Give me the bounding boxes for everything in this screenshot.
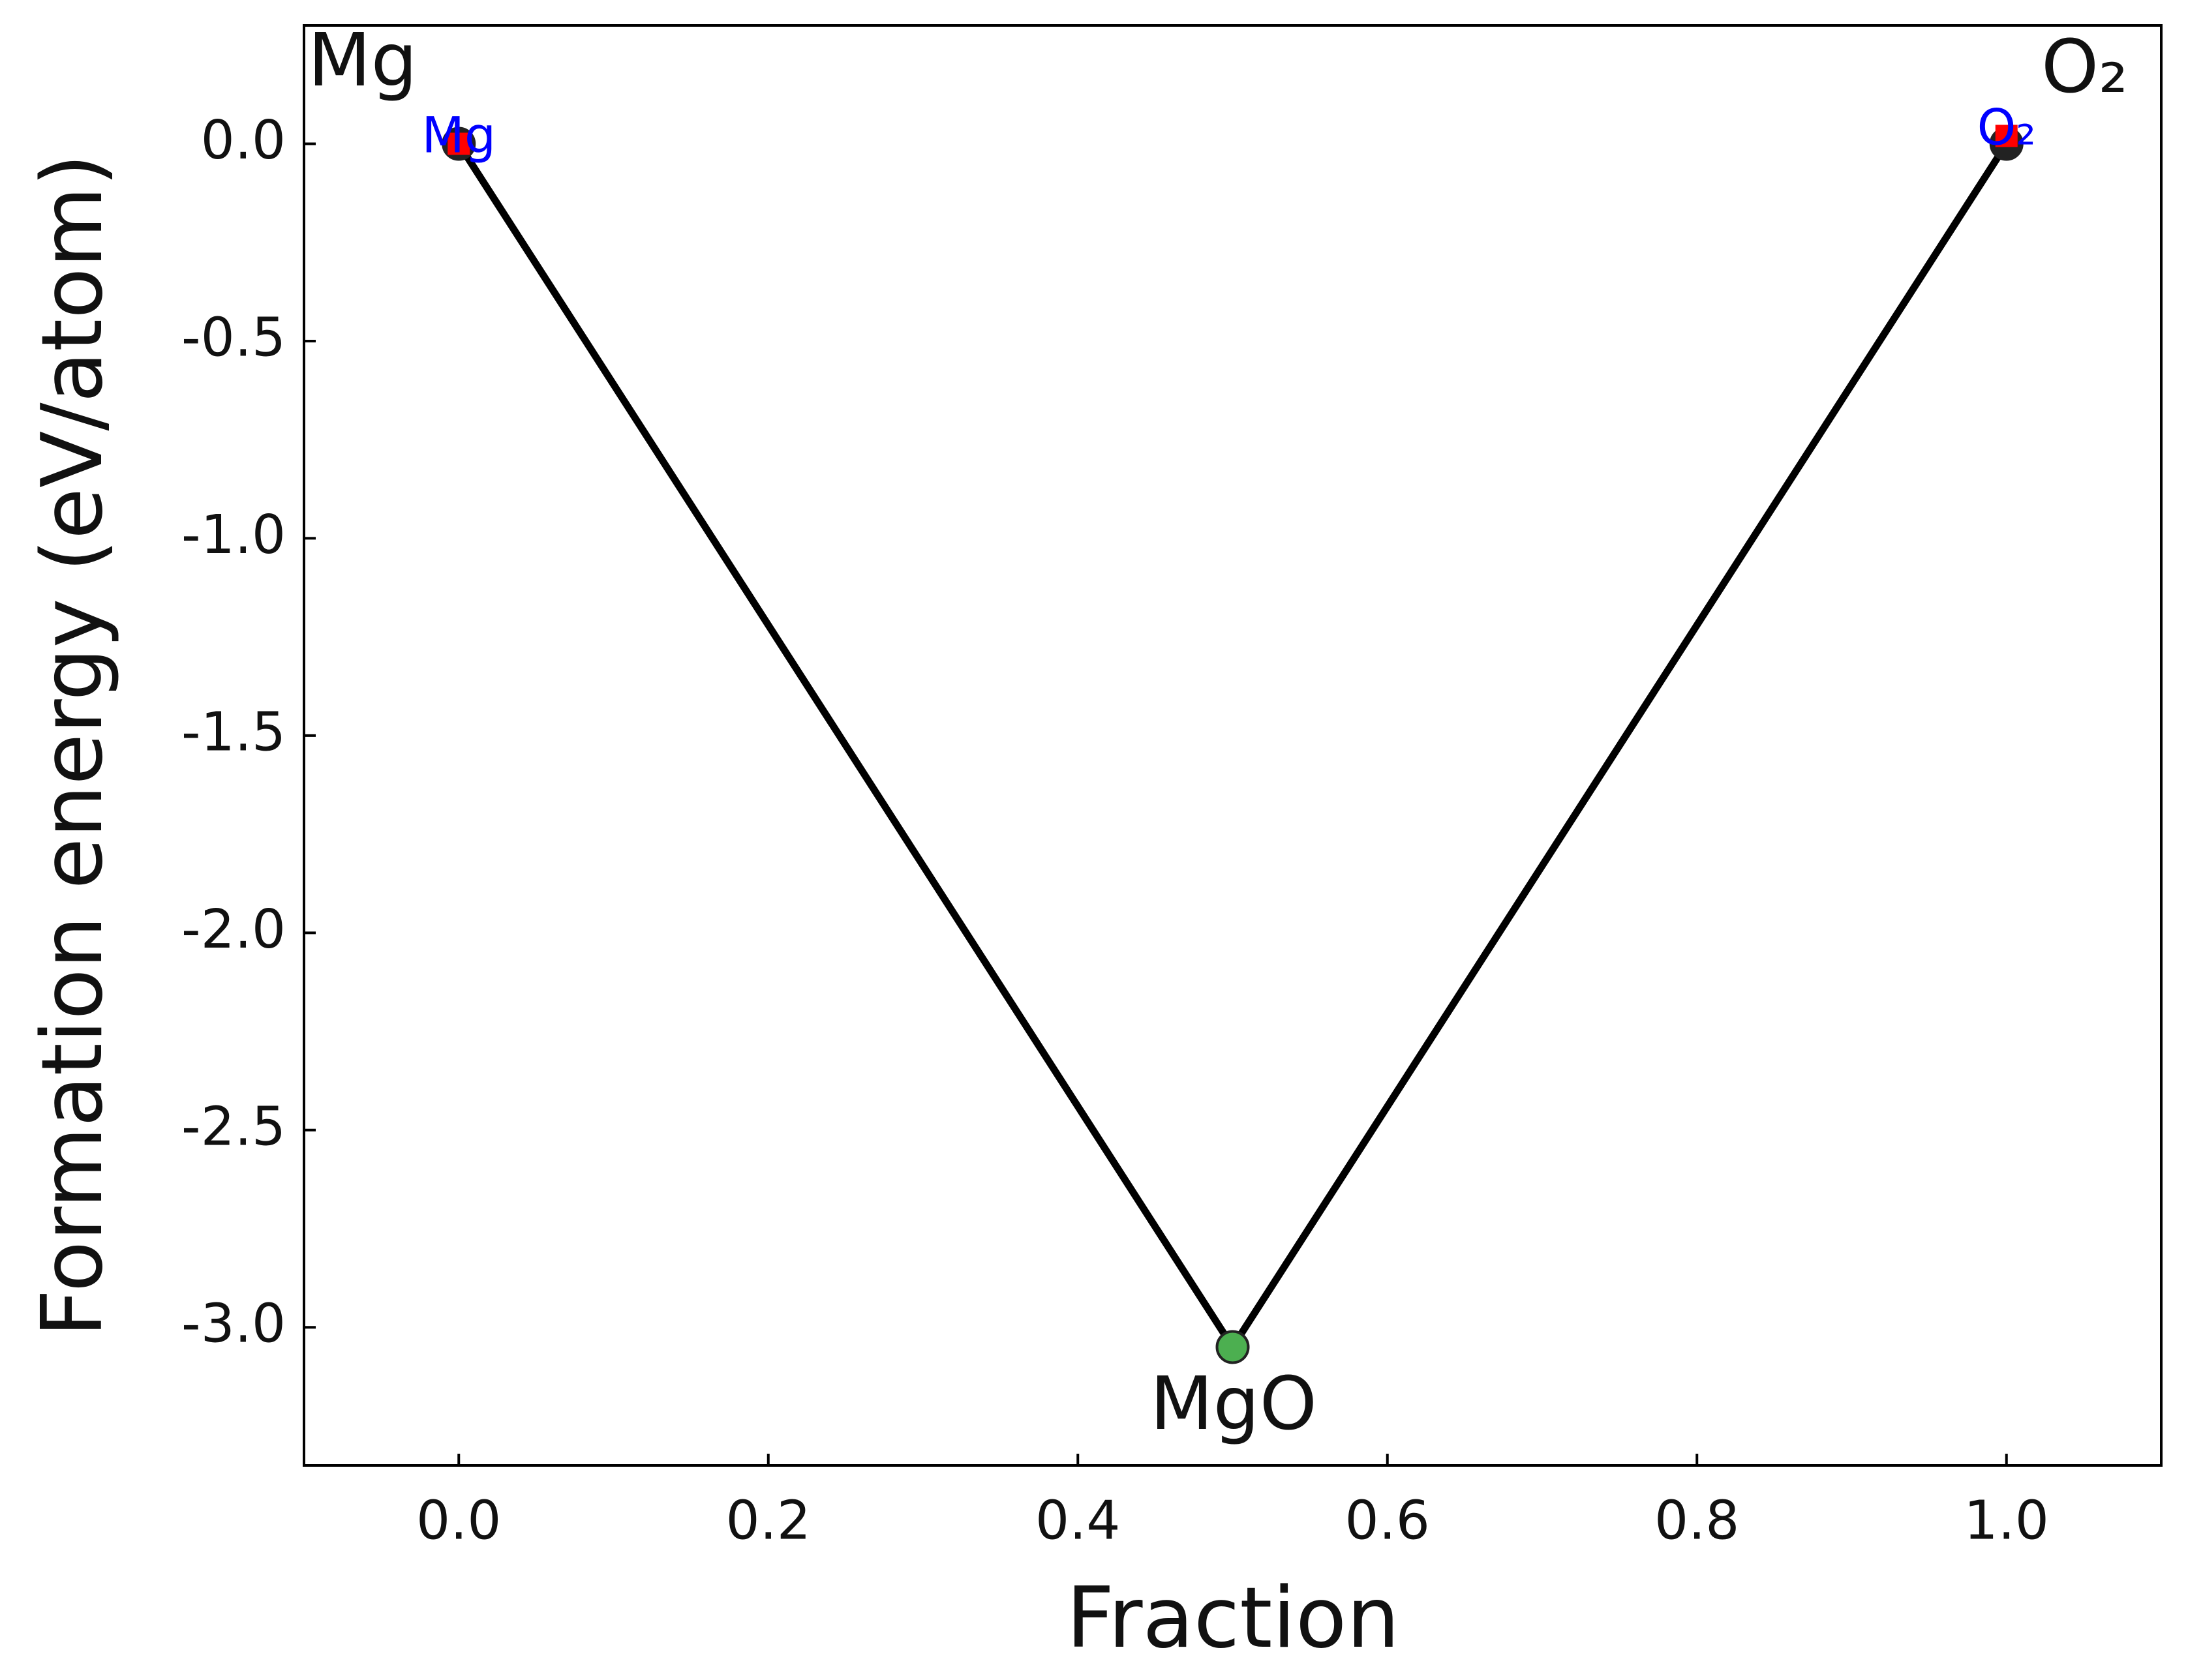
point-marker xyxy=(1995,125,2018,147)
y-tick-label: -1.0 xyxy=(181,504,286,566)
point-label: O₂ xyxy=(1977,98,2036,156)
x-tick-label: 1.0 xyxy=(1964,1490,2049,1552)
x-axis-label: Fraction xyxy=(1067,1570,1400,1667)
plot-frame xyxy=(303,24,2163,1467)
y-tick-label: -1.5 xyxy=(181,701,286,763)
point-marker xyxy=(448,132,470,155)
y-tick-label: -0.5 xyxy=(181,307,286,368)
stable-point xyxy=(1215,1330,1250,1364)
annotation: MgO xyxy=(1150,1362,1317,1447)
y-tick-label: 0.0 xyxy=(201,110,286,172)
x-tick-label: 0.8 xyxy=(1654,1490,1739,1552)
x-tick-label: 0.0 xyxy=(416,1490,501,1552)
x-tick-label: 0.4 xyxy=(1035,1490,1120,1552)
y-tick-label: -3.0 xyxy=(181,1293,286,1355)
x-tick-label: 0.2 xyxy=(726,1490,811,1552)
y-tick-label: -2.0 xyxy=(181,899,286,961)
x-tick-label: 0.6 xyxy=(1345,1490,1430,1552)
point-label: Mg xyxy=(421,106,496,164)
annotation: Mg xyxy=(308,18,418,103)
y-tick-label: -2.5 xyxy=(181,1096,286,1158)
annotation: O₂ xyxy=(2041,25,2128,110)
y-axis-label: Formation energy (eV/atom) xyxy=(24,154,121,1337)
